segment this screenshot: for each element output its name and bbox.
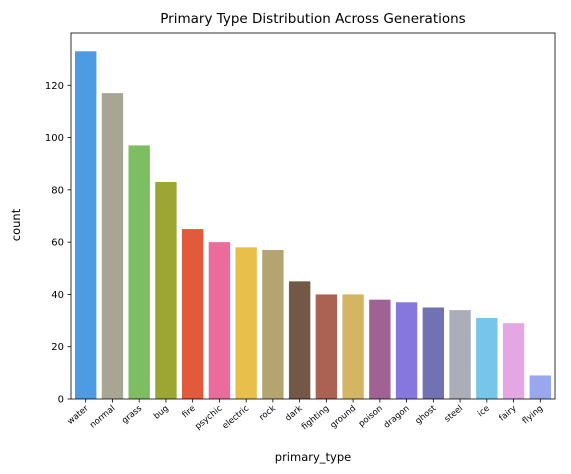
bar-grass [128,145,150,399]
x-tick-label-dragon: dragon [382,404,411,431]
x-tick-label-dark: dark [284,404,305,424]
bar-dark [288,281,311,399]
bar-ice [476,317,498,399]
bar-fighting [315,294,338,399]
y-tick-label-60: 60 [51,238,64,249]
x-tick-label-rock: rock [258,404,278,423]
x-tick-label-grass: grass [120,403,144,426]
bar-ground [342,294,364,399]
x-tick-label-steel: steel [443,404,465,425]
bar-rock [262,249,284,399]
x-axis-title: primary_type [275,450,351,464]
x-tick-label-poison: poison [357,404,385,430]
bar-fire [181,229,204,399]
x-tick-label-bug: bug [152,404,171,422]
plot-area [75,51,551,400]
bar-fairy [502,323,525,399]
bar-dragon [395,302,418,399]
x-tick-label-ground: ground [329,404,358,431]
bar-normal [101,93,124,399]
bar-poison [369,299,391,399]
x-tick-label-fairy: fairy [497,404,518,424]
bar-ghost [422,307,445,399]
y-tick-label-20: 20 [51,342,64,353]
x-tick-label-psychic: psychic [193,403,224,431]
chart-title: Primary Type Distribution Across Generat… [160,11,465,27]
x-tick-label-normal: normal [88,404,117,431]
x-tick-label-fighting: fighting [300,404,331,433]
x-tick-label-flying: flying [521,404,545,427]
bar-water [75,51,97,400]
x-tick-label-water: water [66,403,91,427]
y-axis: 0 20 40 60 80 100 120 [45,81,71,406]
y-tick-label-80: 80 [51,185,64,196]
bar-bug [155,182,177,399]
plot-frame [70,32,556,400]
x-tick-label-fire: fire [181,404,198,421]
y-tick-label-120: 120 [45,81,64,92]
y-axis-title: count [9,208,23,241]
bar-steel [449,310,471,399]
bar-flying [529,375,551,399]
y-tick-label-40: 40 [51,290,64,301]
bar-psychic [208,242,231,399]
y-tick-label-0: 0 [58,395,64,406]
y-tick-label-100: 100 [45,133,64,144]
x-tick-label-electric: electric [221,403,252,431]
x-tick-label-ice: ice [476,404,492,420]
x-tick-label-ghost: ghost [414,403,439,426]
bar-electric [235,247,257,399]
